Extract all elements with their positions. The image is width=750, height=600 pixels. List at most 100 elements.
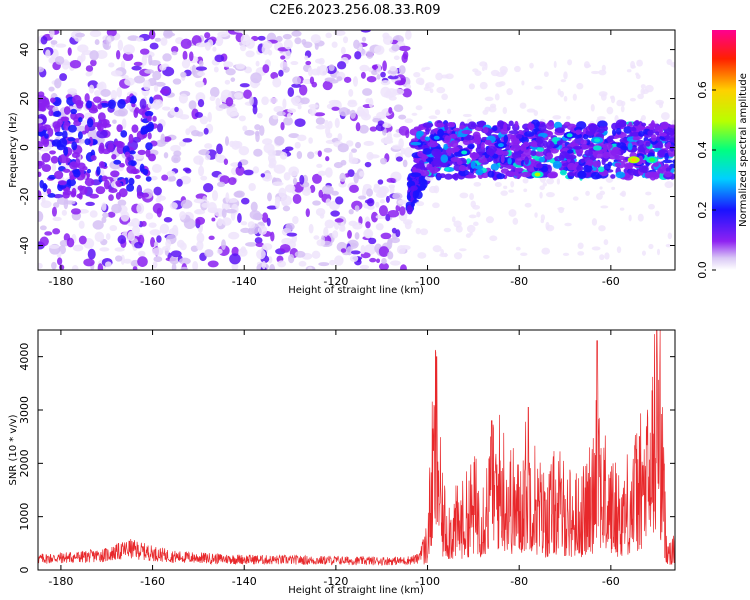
- spectrogram-cell: [355, 122, 361, 132]
- spectrogram-cell: [429, 88, 434, 94]
- spectrogram-cell: [211, 217, 216, 222]
- spectrogram-cell: [348, 220, 358, 227]
- spectrogram-cell: [284, 184, 296, 193]
- spectrogram-cell: [343, 76, 352, 83]
- spectrogram-cell: [72, 94, 82, 105]
- spectrogram-cell: [534, 212, 538, 218]
- spectrogram-cell: [139, 98, 147, 110]
- spectrogram-cell: [257, 35, 266, 41]
- spectrogram-cell: [415, 201, 425, 207]
- spectrogram-cell: [325, 198, 332, 206]
- spectrogram-cell: [228, 177, 237, 186]
- spectrogram-cell: [96, 166, 101, 176]
- spectrogram-cell: [398, 125, 410, 136]
- spectrogram-cell: [396, 244, 406, 255]
- snr-x-ticks: -180 -160 -140 -120 -100 -80 -60: [48, 330, 620, 588]
- spectrogram-cell: [379, 199, 386, 204]
- spectrogram-cell: [67, 47, 72, 56]
- spectrogram-cell: [358, 170, 365, 177]
- spectrogram-cell: [371, 69, 379, 76]
- spectrogram-cell: [307, 151, 315, 159]
- spectrogram-cell: [184, 168, 192, 174]
- spectrogram-cell: [249, 96, 254, 106]
- spectrogram-cell: [273, 106, 284, 113]
- spectrogram-cell: [638, 155, 644, 164]
- spectrogram-cell: [180, 38, 192, 50]
- spectrogram-cell: [339, 172, 346, 182]
- spectrogram-cell: [99, 142, 105, 152]
- spectrogram-cell: [304, 55, 309, 61]
- spectrogram-cell: [387, 75, 399, 80]
- spectrogram-cell: [203, 182, 214, 193]
- spectrogram-cell: [484, 96, 494, 102]
- spectrogram-cell: [580, 158, 585, 164]
- spectrogram-cell: [328, 99, 341, 105]
- spectrogram-cell: [404, 146, 413, 158]
- spectrogram-cell: [270, 72, 279, 80]
- spectrogram-cell: [361, 36, 367, 42]
- spectrogram-cell: [603, 163, 611, 171]
- spectrogram-cell: [242, 125, 248, 132]
- spectrogram-cell: [84, 93, 90, 103]
- spectrogram-cell: [410, 185, 418, 191]
- spectrogram-cell: [577, 170, 587, 179]
- spectrogram-cell: [410, 172, 422, 178]
- spectrogram-cell: [292, 193, 302, 204]
- spectrogram-cell: [216, 143, 223, 155]
- spectrogram-cell: [328, 64, 335, 72]
- spectrogram-cell: [506, 88, 513, 96]
- spectrogram-cell: [283, 172, 291, 181]
- spectrogram-cell: [359, 64, 370, 72]
- spectrogram-cell: [152, 203, 164, 214]
- spectrogram-cell: [117, 99, 126, 109]
- spectrogram-cell: [309, 76, 315, 85]
- spectrogram-cell: [418, 79, 425, 86]
- spectrogram-cell: [585, 190, 590, 196]
- spectrogram-cell: [63, 106, 71, 115]
- spectrogram-cell: [287, 108, 297, 114]
- spectrogram-cell: [628, 214, 632, 222]
- snr-panel: -180 -160 -140 -120 -100 -80 -60 0 1000 2000 3000…: [8, 329, 676, 596]
- colorbar: 0.0 0.2 0.4 0.6 Normalized spectral amplitu…: [696, 30, 749, 279]
- spectrogram-cell: [137, 149, 146, 155]
- spectrogram-cell: [229, 140, 235, 148]
- spectrogram-cell: [365, 188, 374, 197]
- spectrogram-cell: [307, 266, 313, 270]
- spectrogram-cell: [368, 237, 377, 245]
- spectrogram-cell: [539, 185, 545, 191]
- spectrogram-cell: [418, 175, 424, 186]
- spectrogram-cell: [207, 260, 219, 268]
- spectrogram-cell: [153, 84, 159, 92]
- spectrogram-cell: [503, 134, 509, 144]
- spectrogram-cell: [488, 105, 497, 113]
- spectrogram-cell: [239, 44, 247, 52]
- spectrogram-cell: [233, 191, 243, 198]
- spectrogram-cell: [482, 109, 489, 115]
- snr-y-ticks: 0 1000 2000 3000 4000: [18, 343, 675, 574]
- spectrogram-cell: [66, 237, 75, 248]
- spectrogram-cell: [602, 143, 613, 150]
- spectrogram-cell: [51, 206, 57, 217]
- spectrogram-cell: [405, 84, 412, 90]
- spectrogram-cell: [323, 147, 333, 153]
- spectrogram-cell: [128, 133, 134, 144]
- spectrogram-cell: [140, 48, 150, 55]
- snr-series-line: [38, 330, 675, 567]
- spectrogram-cell: [415, 227, 421, 235]
- spectrogram-cell: [138, 250, 146, 257]
- spectrogram-cell: [515, 134, 523, 139]
- spectrogram-cell: [130, 217, 140, 228]
- spectrogram-cell: [349, 255, 359, 262]
- spectrogram-cell: [535, 136, 545, 144]
- spectrogram-cell: [473, 221, 479, 227]
- spectrogram-cell: [431, 148, 442, 157]
- spectrogram-cell: [123, 258, 132, 264]
- spectrogram-cell: [616, 142, 627, 149]
- spectrogram-cell: [294, 141, 301, 149]
- spectrogram-cell: [180, 71, 187, 78]
- spectrogram-cell: [71, 141, 78, 151]
- spectrogram-cell: [502, 106, 508, 115]
- spectrogram-cell: [648, 203, 655, 210]
- spectrogram-cell: [195, 66, 208, 71]
- spectrogram-cell: [317, 170, 327, 176]
